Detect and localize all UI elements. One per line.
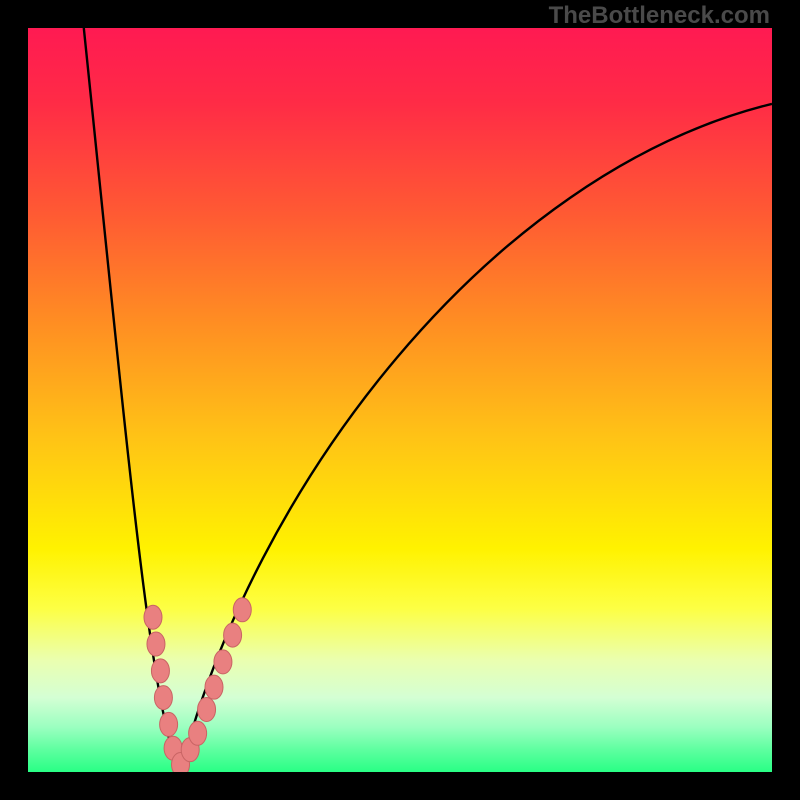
curve-right	[181, 104, 772, 772]
chart-svg	[28, 28, 772, 772]
marker-dot-r2	[198, 698, 216, 722]
marker-dot-r3	[205, 675, 223, 699]
marker-dot-l4	[160, 712, 178, 736]
marker-dot-r6	[233, 598, 251, 622]
marker-dot-l2	[151, 659, 169, 683]
watermark-text: TheBottleneck.com	[549, 2, 770, 30]
chart-frame: TheBottleneck.com	[0, 0, 800, 800]
marker-dot-r4	[214, 650, 232, 674]
marker-dot-r1	[189, 721, 207, 745]
marker-dot-l1	[147, 632, 165, 656]
marker-dot-l0	[144, 605, 162, 629]
plot-area	[28, 28, 772, 772]
marker-dot-l3	[154, 686, 172, 710]
curve-left	[84, 28, 181, 772]
marker-dot-r5	[224, 623, 242, 647]
